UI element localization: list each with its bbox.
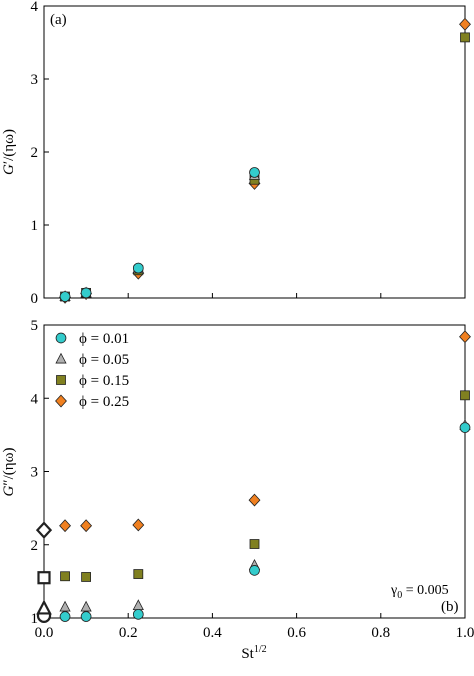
data-point: [460, 32, 470, 43]
legend-label: ϕ = 0.01: [79, 331, 129, 347]
x-tick-label: 0.2: [119, 625, 138, 641]
panel-b-label: (b): [441, 599, 459, 615]
x-axis-label: St1/2: [241, 644, 266, 662]
data-point: [249, 167, 260, 178]
panel-b-y-axis-label: G″/(ηω): [1, 448, 17, 497]
data-point: [133, 569, 144, 579]
y-tick-label: 3: [31, 72, 39, 88]
panel-b-x-ticks: 0.0 0.2 0.4 0.6 0.8 1.0: [35, 613, 474, 641]
data-point: [459, 330, 471, 344]
legend-label: ϕ = 0.05: [79, 352, 129, 368]
data-point: [460, 390, 470, 401]
zero-st-marker: [35, 521, 53, 539]
y-tick-label: 3: [31, 465, 39, 481]
x-tick-label: 0.4: [203, 625, 222, 641]
x-tick-label: 1.0: [456, 625, 474, 641]
data-point: [59, 519, 71, 533]
panel-a: 0 1 2 3 4 (a) G′/(ηω): [1, 0, 471, 307]
data-point: [132, 518, 145, 532]
x-tick-label: 0.6: [287, 625, 306, 641]
x-tick-label: 0.8: [371, 625, 390, 641]
y-tick-label: 2: [31, 145, 39, 161]
y-tick-label: 2: [31, 538, 39, 554]
zero-st-marker: [37, 571, 51, 585]
data-point: [132, 608, 144, 620]
data-point: [59, 291, 71, 302]
data-point: [459, 17, 471, 31]
legend-marker: [56, 375, 66, 385]
panel-a-x-ticks: [43, 293, 466, 298]
data-point: [459, 422, 471, 433]
data-point: [59, 600, 71, 612]
y-tick-label: 1: [31, 218, 39, 234]
legend-marker: [55, 352, 67, 364]
panel-a-frame: [43, 5, 466, 299]
data-point: [80, 611, 92, 622]
data-point: [132, 262, 144, 274]
data-point: [249, 539, 260, 549]
data-point: [60, 571, 70, 582]
gamma-annotation: γ0 = 0.005: [390, 583, 449, 601]
panel-a-label: (a): [50, 12, 67, 28]
x-tick-label: 0.0: [35, 625, 54, 641]
legend-label: ϕ = 0.15: [79, 373, 129, 389]
panel-a-y-ticks: 0 1 2 3 4: [31, 0, 49, 307]
panel-b-marks: [35, 330, 471, 623]
y-tick-label: 5: [31, 318, 39, 334]
y-tick-label: 1: [31, 611, 39, 627]
legend-marker: [55, 394, 67, 408]
data-point: [80, 287, 92, 299]
y-tick-label: 4: [31, 0, 39, 15]
data-point: [81, 572, 91, 582]
panel-a-marks: [59, 17, 471, 304]
panel-a-y-axis-label: G′/(ηω): [1, 129, 17, 175]
data-point: [248, 493, 261, 507]
data-point: [132, 599, 144, 610]
data-point: [80, 600, 92, 612]
y-tick-label: 4: [31, 391, 39, 407]
data-point: [80, 519, 93, 533]
zero-st-marker: [36, 599, 52, 615]
legend-marker: [55, 332, 67, 344]
y-tick-label: 0: [31, 291, 39, 307]
data-point: [249, 565, 260, 576]
data-point: [59, 611, 71, 622]
legend: ϕ = 0.01 ϕ = 0.05 ϕ = 0.15 ϕ = 0.25: [55, 331, 129, 410]
legend-label: ϕ = 0.25: [79, 394, 129, 410]
